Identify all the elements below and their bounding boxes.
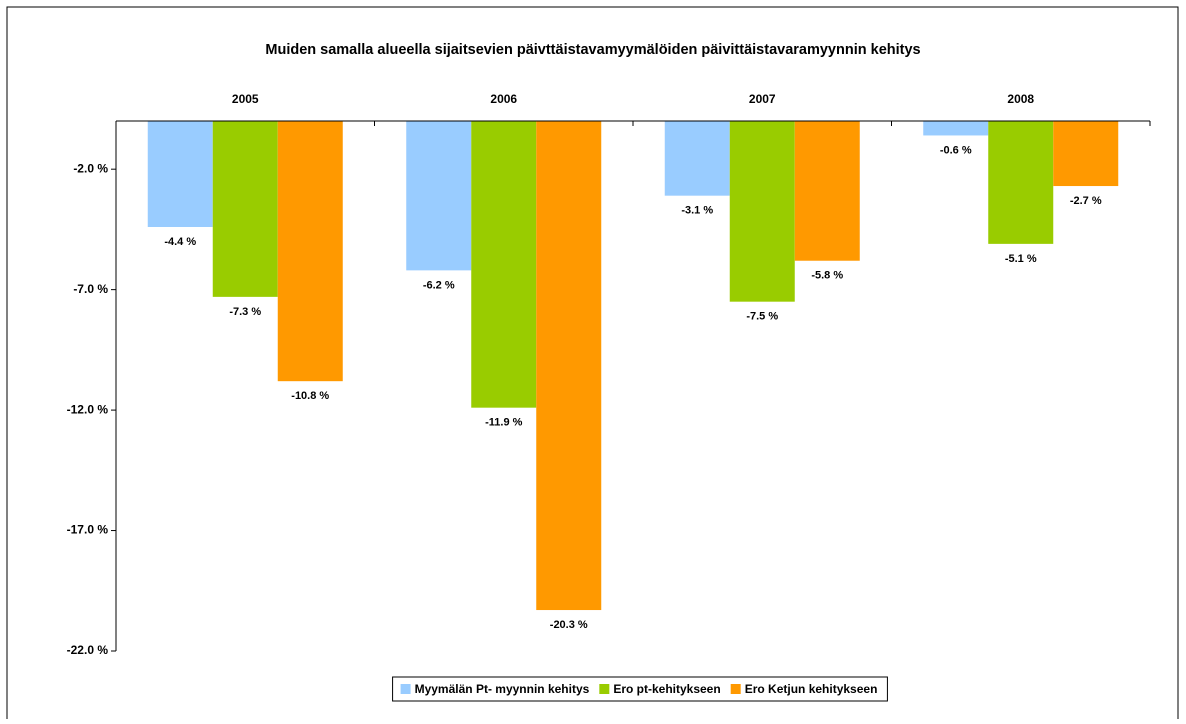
- x-tick-label: 2005: [232, 92, 259, 106]
- data-label: -4.4 %: [164, 236, 196, 248]
- bar: [147, 121, 213, 227]
- data-label: -7.5 %: [746, 311, 778, 323]
- bar: [1053, 121, 1119, 187]
- data-label: -6.2 %: [423, 279, 455, 291]
- legend-label: Ero Ketjun kehitykseen: [745, 682, 878, 696]
- data-label: -20.3 %: [550, 619, 588, 631]
- data-label: -10.8 %: [291, 390, 329, 402]
- bar: [664, 121, 730, 196]
- y-tick-label: -7.0 %: [73, 282, 108, 296]
- x-tick-label: 2007: [749, 92, 776, 106]
- data-label: -7.3 %: [229, 306, 261, 318]
- y-tick-label: -12.0 %: [67, 402, 109, 416]
- y-tick-label: -17.0 %: [67, 523, 109, 537]
- bar: [536, 121, 602, 611]
- data-label: -5.1 %: [1005, 253, 1037, 265]
- bar: [406, 121, 472, 271]
- legend-swatch: [730, 684, 741, 694]
- chart-title: Muiden samalla alueella sijaitsevien päi…: [265, 42, 920, 58]
- legend-swatch: [599, 684, 610, 694]
- x-tick-label: 2008: [1007, 92, 1034, 106]
- data-label: -11.9 %: [485, 417, 523, 429]
- legend-box: [392, 676, 888, 702]
- bar: [794, 121, 860, 261]
- data-label: -0.6 %: [940, 144, 972, 156]
- y-tick-label: -22.0 %: [67, 643, 109, 657]
- legend-swatch: [400, 684, 411, 694]
- data-label: -3.1 %: [681, 205, 713, 217]
- x-tick-label: 2006: [490, 92, 517, 106]
- data-label: -5.8 %: [811, 270, 843, 282]
- data-label: -2.7 %: [1070, 195, 1102, 207]
- legend-label: Myymälän Pt- myynnin kehitys: [415, 682, 590, 696]
- bar: [471, 121, 537, 408]
- bar: [277, 121, 343, 382]
- legend-label: Ero pt-kehitykseen: [613, 682, 720, 696]
- y-tick-label: -2.0 %: [73, 161, 108, 175]
- bar: [988, 121, 1054, 244]
- bar: [923, 121, 989, 136]
- bar: [729, 121, 795, 302]
- bar: [212, 121, 278, 297]
